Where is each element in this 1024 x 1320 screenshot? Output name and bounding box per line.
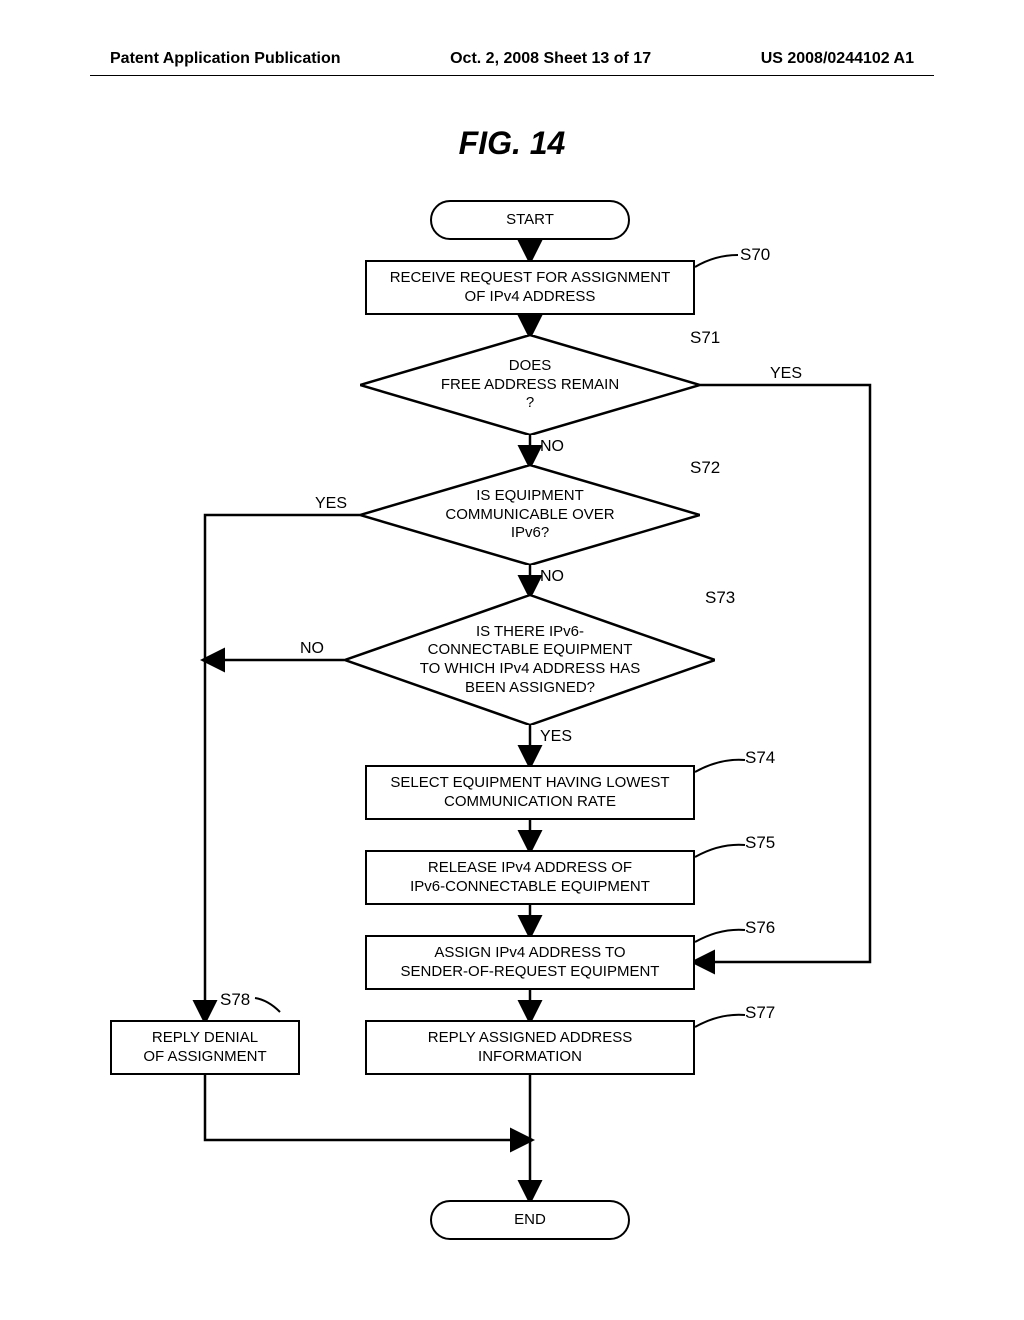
s72-code: S72 — [690, 458, 720, 478]
s77-code: S77 — [745, 1003, 775, 1023]
s71-text: DOES FREE ADDRESS REMAIN ? — [411, 357, 649, 413]
s70-text: RECEIVE REQUEST FOR ASSIGNMENT OF IPv4 A… — [390, 269, 671, 307]
end-label: END — [514, 1211, 546, 1230]
node-s72: IS EQUIPMENT COMMUNICABLE OVER IPv6? — [360, 465, 700, 565]
s71-no: NO — [540, 438, 564, 456]
node-start: START — [430, 200, 630, 240]
s72-text: IS EQUIPMENT COMMUNICABLE OVER IPv6? — [415, 487, 644, 543]
s76-code: S76 — [745, 918, 775, 938]
node-s77: REPLY ASSIGNED ADDRESS INFORMATION — [365, 1020, 695, 1075]
s71-code: S71 — [690, 328, 720, 348]
s78-code: S78 — [220, 990, 250, 1010]
node-end: END — [430, 1200, 630, 1240]
header-right: US 2008/0244102 A1 — [761, 50, 914, 68]
page-header: Patent Application Publication Oct. 2, 2… — [0, 50, 1024, 68]
s74-text: SELECT EQUIPMENT HAVING LOWEST COMMUNICA… — [390, 774, 669, 812]
header-rule — [90, 75, 934, 76]
node-s78: REPLY DENIAL OF ASSIGNMENT — [110, 1020, 300, 1075]
header-mid: Oct. 2, 2008 Sheet 13 of 17 — [450, 50, 651, 68]
start-label: START — [506, 211, 554, 230]
node-s74: SELECT EQUIPMENT HAVING LOWEST COMMUNICA… — [365, 765, 695, 820]
node-s73: IS THERE IPv6- CONNECTABLE EQUIPMENT TO … — [345, 595, 715, 725]
header-left: Patent Application Publication — [110, 50, 341, 68]
s75-text: RELEASE IPv4 ADDRESS OF IPv6-CONNECTABLE… — [410, 859, 650, 897]
s77-text: REPLY ASSIGNED ADDRESS INFORMATION — [428, 1029, 633, 1067]
s71-yes: YES — [770, 365, 802, 383]
node-s71: DOES FREE ADDRESS REMAIN ? — [360, 335, 700, 435]
node-s76: ASSIGN IPv4 ADDRESS TO SENDER-OF-REQUEST… — [365, 935, 695, 990]
s73-yes: YES — [540, 728, 572, 746]
s73-text: IS THERE IPv6- CONNECTABLE EQUIPMENT TO … — [390, 623, 671, 698]
node-s70: RECEIVE REQUEST FOR ASSIGNMENT OF IPv4 A… — [365, 260, 695, 315]
s78-text: REPLY DENIAL OF ASSIGNMENT — [143, 1029, 266, 1067]
s73-no: NO — [300, 640, 324, 658]
s74-code: S74 — [745, 748, 775, 768]
s72-no: NO — [540, 568, 564, 586]
s75-code: S75 — [745, 833, 775, 853]
s70-code: S70 — [740, 245, 770, 265]
s73-code: S73 — [705, 588, 735, 608]
s72-yes: YES — [315, 495, 347, 513]
flowchart: START RECEIVE REQUEST FOR ASSIGNMENT OF … — [90, 200, 934, 1280]
s76-text: ASSIGN IPv4 ADDRESS TO SENDER-OF-REQUEST… — [401, 944, 660, 982]
node-s75: RELEASE IPv4 ADDRESS OF IPv6-CONNECTABLE… — [365, 850, 695, 905]
figure-title: FIG. 14 — [0, 125, 1024, 162]
